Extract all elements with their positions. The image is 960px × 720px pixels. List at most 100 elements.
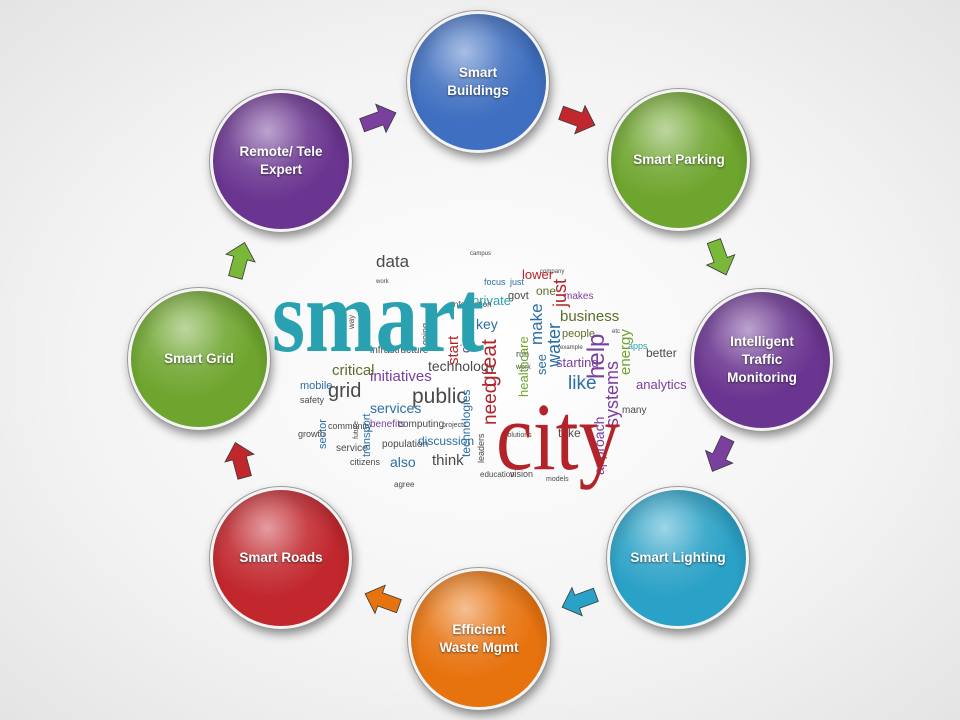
node-label: Intelligent Traffic Monitoring (727, 333, 797, 386)
word-discussion: discussion (418, 434, 474, 448)
word-see: see (534, 354, 549, 375)
arrow-icon (704, 435, 735, 472)
word-information: solutions (504, 432, 532, 439)
word-mobile: mobile (300, 380, 332, 392)
word-way: way (347, 315, 356, 330)
word-healthcare: healthcare (516, 336, 531, 397)
word-like: like (568, 373, 597, 394)
node-label: Smart Lighting (630, 549, 726, 565)
word-systems: systems (602, 361, 622, 427)
word-better: better (646, 346, 677, 360)
arrow-icon (224, 442, 255, 480)
word-energy: energy (617, 329, 634, 375)
word-community: community (328, 421, 372, 431)
node-intelligent-traffic-monitoring: Intelligent Traffic Monitoring (691, 289, 833, 431)
word-benefits: benefits (370, 419, 405, 430)
word-population: population (382, 439, 428, 450)
word-education: education (480, 470, 515, 479)
word-take: take (558, 426, 581, 440)
word-leaders: leaders (476, 433, 486, 463)
node-remote-tele-expert: Remote/ Tele Expert (210, 90, 352, 232)
word-cios: cios (458, 329, 473, 353)
word-projects: projects (442, 422, 467, 429)
node-label: Smart Grid (164, 350, 234, 366)
word-sector: sector (317, 419, 329, 449)
word-service: service (336, 443, 368, 454)
word-example: etc (612, 329, 620, 335)
word-one: lower (522, 267, 554, 282)
arrow-grid-to-remote (220, 242, 260, 280)
word-infrastructure: infrastructure (370, 345, 429, 356)
arrow-parking-to-traffic (700, 238, 740, 276)
node-smart-buildings: Smart Buildings (407, 11, 549, 153)
word-going: going (420, 323, 430, 345)
word-real: information (452, 300, 492, 309)
word-campus: campus (470, 251, 491, 257)
word-business: business (560, 308, 619, 325)
word-technologies: technologies (459, 390, 473, 457)
word-many: many (622, 405, 646, 416)
word-just: just (550, 279, 570, 308)
node-smart-lighting: Smart Lighting (607, 487, 749, 629)
node-efficient-waste-mgmt: Efficient Waste Mgmt (408, 568, 550, 710)
word-critical: critical (332, 362, 375, 379)
word-make: make (527, 303, 546, 345)
arrow-remote-to-buildings (359, 101, 399, 137)
word-models: models (546, 476, 569, 483)
word-citizens: citizens (350, 457, 381, 467)
node-label: Smart Parking (633, 151, 725, 167)
node-smart-grid: Smart Grid (128, 288, 270, 430)
arrow-traffic-to-lighting (700, 435, 740, 473)
word-think: think (432, 452, 464, 469)
word-lower: focus (484, 277, 506, 287)
node-label: Remote/ Tele Expert (239, 143, 323, 177)
word-people: people (562, 328, 595, 340)
word-run: work (515, 364, 531, 371)
word-data: data (376, 252, 410, 271)
word-public: public (412, 385, 467, 408)
word-smart: smart (272, 259, 484, 374)
word-approach: approach (591, 417, 607, 475)
word-growth: growth (298, 429, 325, 439)
word-also: also (390, 454, 416, 470)
word-focus: just (509, 277, 525, 287)
word-need: need (480, 383, 501, 425)
arrow-buildings-to-parking (558, 101, 598, 137)
arrow-waste-to-roads (362, 582, 402, 618)
word-technology: technology (428, 358, 496, 374)
word-great: great (478, 339, 501, 387)
node-label: Smart Roads (239, 549, 323, 565)
word-best: govt (508, 290, 529, 302)
arrow-icon (561, 586, 599, 617)
word-cloud: data campus company lower focus just mak… (270, 225, 690, 505)
arrow-roads-to-grid (220, 442, 260, 480)
word-future: future (353, 421, 360, 439)
node-smart-roads: Smart Roads (210, 487, 352, 629)
word-agree: agree (394, 480, 415, 489)
arrow-icon (705, 238, 736, 276)
word-makes: makes (564, 291, 593, 302)
word-solutions: example (560, 345, 583, 351)
arrow-icon (359, 103, 397, 134)
arrow-icon (558, 104, 596, 135)
word-grid: grid (328, 380, 361, 402)
word-city: city (496, 383, 620, 490)
word-company: company (540, 269, 564, 275)
word-transport: transport (361, 414, 373, 457)
node-label: Efficient Waste Mgmt (439, 621, 519, 655)
word-key: key (476, 316, 498, 332)
node-label: Smart Buildings (447, 64, 509, 98)
word-initiatives: initiatives (370, 368, 432, 385)
word-water: water (544, 323, 564, 368)
word-help: help (583, 334, 610, 379)
word-work: work (375, 279, 390, 285)
word-etc: run (516, 349, 529, 359)
word-analytics: analytics (636, 377, 687, 392)
word-safety: safety (300, 395, 325, 405)
word-start: start (445, 335, 462, 365)
word-vision: vision (510, 469, 533, 479)
arrow-icon (364, 584, 402, 615)
word-services: services (370, 400, 421, 416)
word-private: private (472, 293, 511, 308)
